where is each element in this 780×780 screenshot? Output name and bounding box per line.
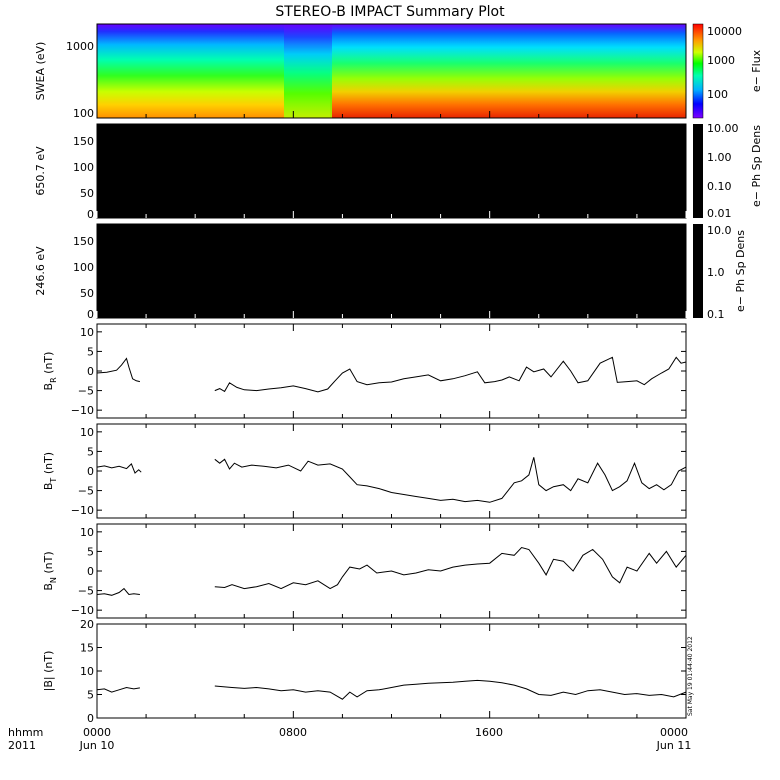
pad-246-cbar-tick: 1.0 bbox=[707, 266, 725, 279]
generation-stamp: Sat May 19 01:44:40 2012 bbox=[687, 636, 694, 716]
bmag-ytick-label: 20 bbox=[80, 618, 94, 631]
bn-series-line bbox=[96, 587, 140, 596]
pad-650-cbar-tick: 0.01 bbox=[707, 207, 732, 220]
time-axis-format-label: hhmm bbox=[8, 726, 43, 739]
time-tick-label: 1600 bbox=[475, 726, 503, 739]
bt-ytick-label: −10 bbox=[71, 504, 94, 517]
bt-ytick-label: 5 bbox=[87, 445, 94, 458]
bmag-ytick-label: 0 bbox=[87, 712, 94, 725]
bmag-ytick-label: 5 bbox=[87, 689, 94, 702]
bn-ytick-label: −10 bbox=[71, 604, 94, 617]
pad-246-cbar-label: e− Ph Sp Dens bbox=[734, 230, 747, 312]
pad-650-panel: 150 100 50 0 650.7 eV 10.00 1.00 0.10 0.… bbox=[34, 122, 763, 221]
bmag-series-line bbox=[96, 686, 140, 693]
pad-650-cbar-tick: 10.00 bbox=[707, 122, 739, 135]
swea-panel: 1000 100 SWEA (eV) 10000 1000 100 e− Flu… bbox=[34, 23, 763, 120]
bmag-series-line bbox=[214, 679, 687, 700]
bmag-ylabel: |B| (nT) bbox=[42, 651, 55, 692]
swea-ytick-100: 100 bbox=[73, 107, 94, 120]
bt-series-line bbox=[96, 463, 142, 474]
bn-series-line bbox=[214, 546, 687, 590]
bn-ytick-label: 10 bbox=[80, 526, 94, 539]
br-ytick-label: 5 bbox=[87, 345, 94, 358]
br-series-line bbox=[96, 357, 141, 383]
bn-ylabel: BN (nT) bbox=[42, 551, 58, 590]
pad-246-cbar-tick: 10.0 bbox=[707, 224, 732, 237]
plot-title: STEREO-B IMPACT Summary Plot bbox=[275, 4, 505, 20]
pad-650-cbar-tick: 1.00 bbox=[707, 151, 732, 164]
flux-cbar-tick-10000: 10000 bbox=[707, 25, 742, 38]
br-panel: 10 5 0 −5 −10 BR (nT) bbox=[42, 323, 687, 419]
pad-246-panel: 150 100 50 0 246.6 eV 10.0 1.0 0.1 e− Ph… bbox=[34, 223, 747, 321]
br-ylabel: BR (nT) bbox=[42, 352, 58, 391]
flux-cbar-tick-1000: 1000 bbox=[707, 54, 735, 67]
pad-246-ytick: 0 bbox=[87, 308, 94, 321]
date-tick-label: Jun 10 bbox=[79, 739, 115, 752]
pad-650-ytick: 100 bbox=[73, 161, 94, 174]
flux-cbar-tick-100: 100 bbox=[707, 88, 728, 101]
flux-colorbar bbox=[692, 23, 704, 119]
bn-ytick-label: −5 bbox=[78, 585, 94, 598]
time-tick-label: 0000 bbox=[660, 726, 688, 739]
pad-650-ylabel: 650.7 eV bbox=[34, 146, 47, 196]
bt-ylabel: BT (nT) bbox=[42, 452, 58, 490]
pad-650-cbar-tick: 0.10 bbox=[707, 180, 732, 193]
br-ytick-label: −10 bbox=[71, 404, 94, 417]
br-ytick-label: 10 bbox=[80, 326, 94, 339]
time-axis-year-label: 2011 bbox=[8, 739, 36, 752]
pad-246-colorbar bbox=[693, 224, 703, 318]
bmag-panel: 20 15 10 5 0 |B| (nT) bbox=[42, 618, 687, 725]
bmag-ytick-label: 15 bbox=[80, 642, 94, 655]
bt-ytick-label: −5 bbox=[78, 485, 94, 498]
swea-hot-region bbox=[330, 24, 686, 118]
bn-ytick-label: 5 bbox=[87, 545, 94, 558]
pad-650-ytick: 150 bbox=[73, 135, 94, 148]
pad-246-ytick: 100 bbox=[73, 261, 94, 274]
bn-ytick-label: 0 bbox=[87, 565, 94, 578]
pad-650-cbar-label: e− Ph Sp Dens bbox=[750, 125, 763, 207]
br-ytick-label: 0 bbox=[87, 365, 94, 378]
pad-246-ytick: 150 bbox=[73, 235, 94, 248]
bmag-ytick-label: 10 bbox=[80, 665, 94, 678]
time-tick-label: 0000 bbox=[83, 726, 111, 739]
bt-ytick-label: 10 bbox=[80, 426, 94, 439]
br-series-line bbox=[214, 356, 687, 393]
time-tick-label: 0800 bbox=[279, 726, 307, 739]
bt-frame bbox=[96, 423, 687, 519]
swea-ytick-1000: 1000 bbox=[66, 40, 94, 53]
bt-panel: 10 5 0 −5 −10 BT (nT) bbox=[42, 423, 687, 519]
br-frame bbox=[96, 323, 687, 419]
time-axis: hhmm 2011 0000 0800 1600 0000 Jun 10 Jun… bbox=[8, 726, 691, 752]
pad-246-ytick: 50 bbox=[80, 287, 94, 300]
pad-246-cbar-tick: 0.1 bbox=[707, 308, 725, 321]
pad-246-ylabel: 246.6 eV bbox=[34, 246, 47, 296]
bt-series-line bbox=[214, 457, 687, 503]
pad-650-colorbar bbox=[693, 124, 703, 218]
date-tick-label: Jun 11 bbox=[656, 739, 692, 752]
swea-ylabel: SWEA (eV) bbox=[34, 42, 47, 101]
bmag-frame bbox=[96, 623, 687, 719]
pad-246-plot bbox=[96, 223, 687, 319]
bn-panel: 10 5 0 −5 −10 BN (nT) bbox=[42, 523, 687, 619]
bt-ytick-label: 0 bbox=[87, 465, 94, 478]
flux-cbar-label: e− Flux bbox=[750, 49, 763, 92]
pad-650-ytick: 50 bbox=[80, 187, 94, 200]
swea-cool-gap bbox=[284, 24, 332, 118]
pad-650-plot bbox=[96, 123, 687, 219]
pad-650-ytick: 0 bbox=[87, 208, 94, 221]
br-ytick-label: −5 bbox=[78, 385, 94, 398]
